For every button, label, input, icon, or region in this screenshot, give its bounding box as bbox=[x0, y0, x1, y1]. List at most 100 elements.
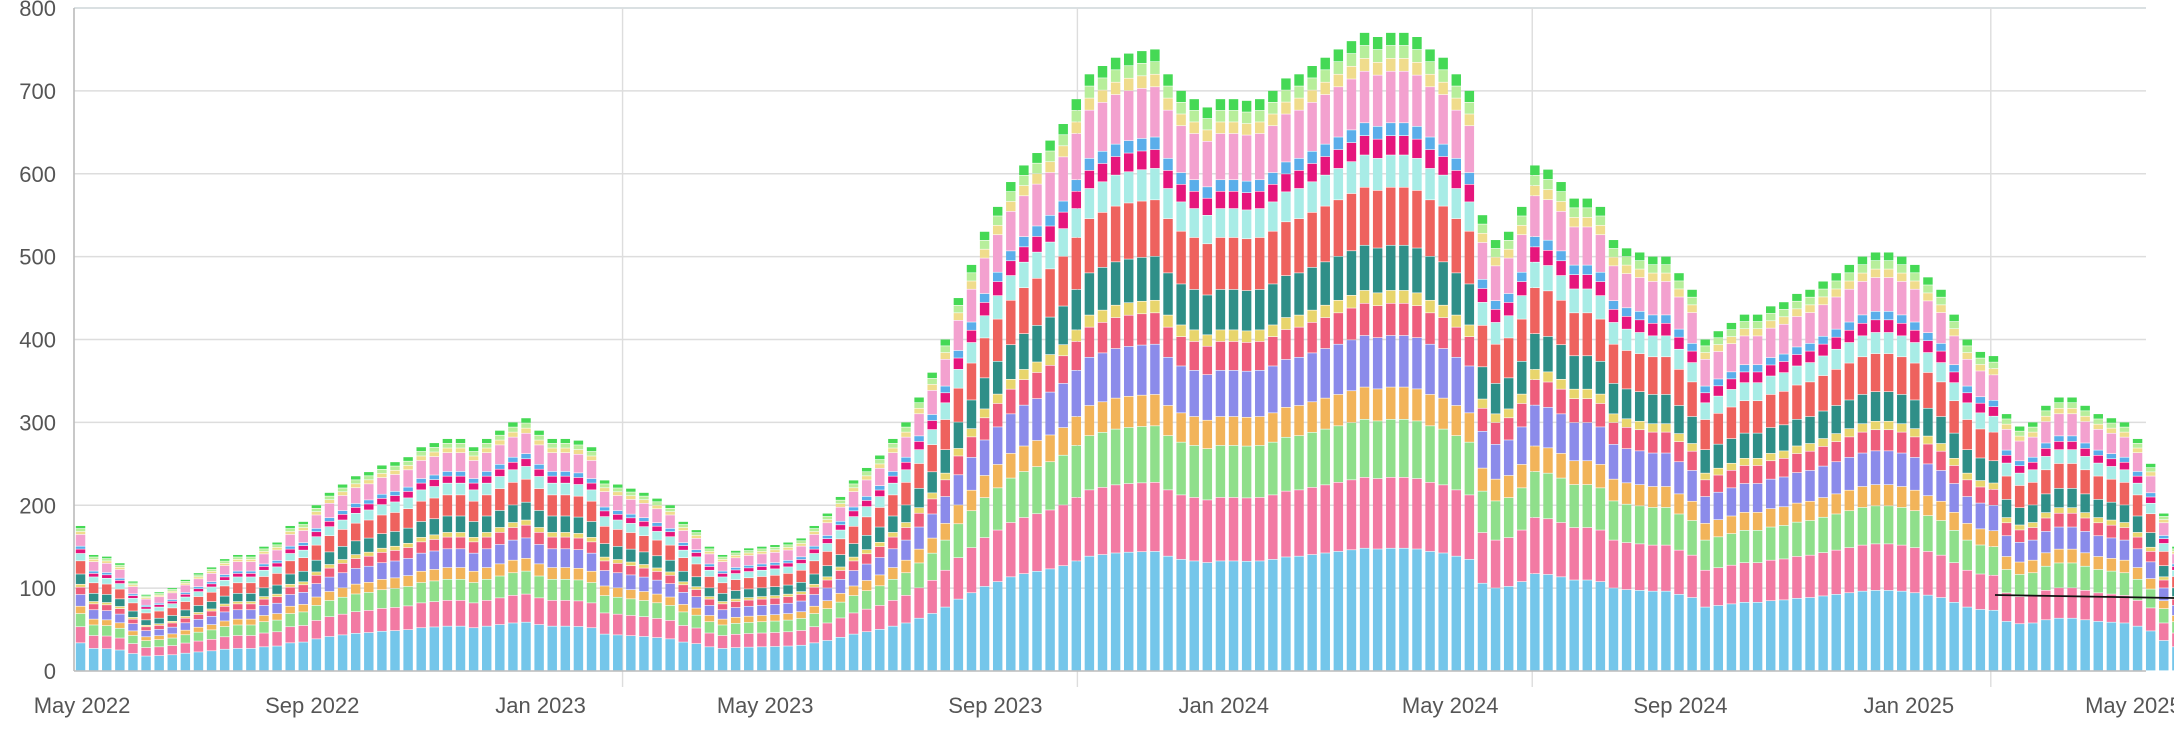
bar-segment bbox=[377, 631, 387, 671]
bar-segment bbox=[128, 617, 138, 619]
bar-segment bbox=[888, 516, 898, 533]
bar-segment bbox=[875, 464, 885, 468]
bar-segment bbox=[1674, 441, 1684, 462]
bar-segment bbox=[1975, 574, 1986, 610]
bar-segment bbox=[1883, 311, 1894, 320]
bar-segment bbox=[75, 613, 86, 627]
bar-segment bbox=[495, 464, 505, 469]
bar-segment bbox=[350, 558, 361, 569]
bar-segment bbox=[206, 616, 217, 625]
bar-segment bbox=[875, 496, 885, 508]
bar-segment bbox=[1464, 126, 1475, 173]
bar-segment bbox=[1857, 256, 1868, 265]
bar-segment bbox=[678, 585, 688, 593]
bar-segment bbox=[1412, 126, 1422, 139]
bar-segment bbox=[665, 597, 675, 606]
bar-segment bbox=[1634, 252, 1645, 261]
bar-segment bbox=[1582, 461, 1592, 485]
bar-segment bbox=[193, 596, 204, 606]
bar-segment bbox=[652, 637, 662, 671]
bar-segment bbox=[1923, 352, 1933, 373]
bar-segment bbox=[102, 605, 112, 611]
bar-segment bbox=[1752, 530, 1763, 563]
bar-segment bbox=[1425, 74, 1435, 87]
bar-segment bbox=[1687, 416, 1697, 444]
bar-segment bbox=[901, 560, 911, 573]
bar-segment bbox=[1202, 374, 1213, 420]
bar-segment bbox=[2041, 518, 2051, 532]
bar-segment bbox=[246, 648, 256, 671]
bar-segment bbox=[665, 560, 675, 572]
bar-segment bbox=[1556, 191, 1566, 202]
bar-segment bbox=[285, 553, 295, 561]
bar-segment bbox=[1124, 53, 1134, 66]
bar-segment bbox=[1818, 344, 1828, 356]
bar-segment bbox=[1097, 432, 1108, 488]
bar-segment bbox=[1333, 551, 1344, 671]
bar-segment bbox=[1569, 527, 1579, 580]
bar-segment bbox=[1582, 356, 1592, 389]
bar-segment bbox=[1176, 102, 1186, 114]
bar-segment bbox=[901, 522, 911, 528]
bar-segment bbox=[468, 537, 479, 542]
bar-segment bbox=[586, 501, 597, 522]
bar-segment bbox=[1268, 102, 1278, 114]
bar-segment bbox=[75, 549, 86, 554]
bar-segment bbox=[1464, 184, 1475, 202]
bar-segment bbox=[102, 561, 112, 563]
bar-segment bbox=[966, 363, 977, 400]
bar-segment bbox=[233, 557, 243, 560]
bar-segment bbox=[2093, 523, 2103, 536]
bar-segment bbox=[1530, 247, 1540, 262]
bar-segment bbox=[337, 573, 348, 588]
bar-segment bbox=[599, 586, 610, 596]
bar-segment bbox=[455, 443, 466, 448]
bar-segment bbox=[1569, 208, 1579, 218]
bar-segment bbox=[1910, 264, 1920, 273]
bar-segment bbox=[1608, 383, 1619, 414]
bar-segment bbox=[1281, 174, 1291, 192]
bar-segment bbox=[1241, 371, 1252, 417]
bar-segment bbox=[730, 550, 741, 553]
bar-segment bbox=[783, 603, 793, 614]
bar-segment bbox=[1176, 126, 1186, 173]
bar-segment bbox=[1988, 400, 1999, 407]
bar-segment bbox=[1359, 123, 1370, 136]
bar-segment bbox=[1045, 242, 1055, 269]
bar-segment bbox=[1045, 215, 1055, 226]
bar-segment bbox=[1766, 560, 1776, 601]
bar-segment bbox=[992, 403, 1003, 427]
bar-segment bbox=[1910, 342, 1920, 363]
bar-segment bbox=[1818, 446, 1828, 466]
bar-segment bbox=[1713, 413, 1724, 444]
bar-segment bbox=[1268, 126, 1278, 173]
bar-segment bbox=[1045, 365, 1055, 392]
bar-segment bbox=[613, 573, 623, 588]
bar-segment bbox=[1936, 597, 1946, 671]
bar-segment bbox=[75, 531, 86, 535]
bar-segment bbox=[1412, 248, 1422, 293]
bar-segment bbox=[992, 581, 1003, 671]
bar-segment bbox=[1241, 290, 1252, 331]
bar-segment bbox=[717, 648, 728, 671]
bar-segment bbox=[1582, 580, 1592, 671]
bar-segment bbox=[1189, 99, 1199, 111]
bar-segment bbox=[1150, 149, 1160, 169]
bar-segment bbox=[809, 643, 819, 671]
bar-segment bbox=[1779, 302, 1789, 310]
bar-segment bbox=[1359, 45, 1370, 59]
bar-segment bbox=[1766, 527, 1776, 560]
bar-segment bbox=[285, 594, 295, 606]
bar-segment bbox=[2106, 466, 2117, 479]
bar-segment bbox=[1648, 336, 1658, 357]
bar-segment bbox=[1726, 372, 1737, 379]
bar-segment bbox=[455, 567, 466, 579]
bar-segment bbox=[1831, 594, 1841, 671]
bar-segment bbox=[796, 594, 806, 601]
bar-segment bbox=[390, 470, 400, 475]
bar-segment bbox=[940, 386, 950, 393]
bar-segment bbox=[1648, 507, 1658, 545]
bar-segment bbox=[1202, 198, 1213, 216]
bar-segment bbox=[1975, 529, 1986, 545]
bar-segment bbox=[1281, 222, 1291, 276]
